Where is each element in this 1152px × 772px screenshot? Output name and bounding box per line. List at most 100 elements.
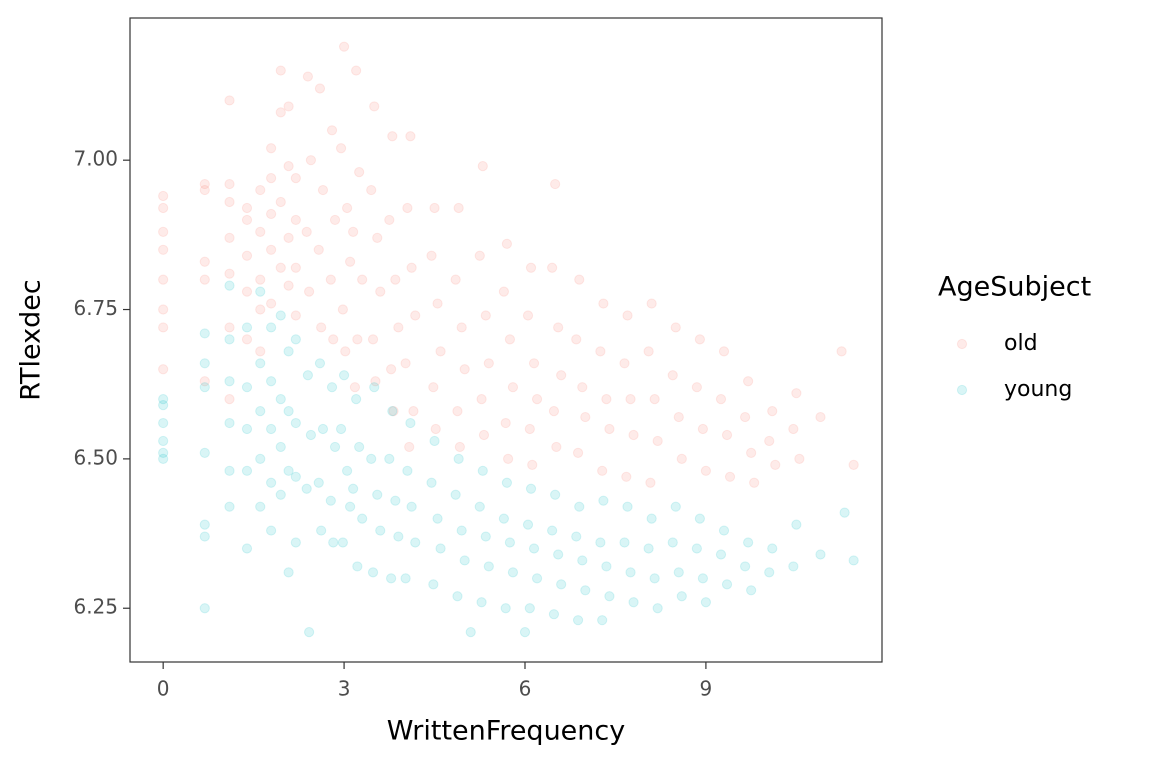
point [652,603,663,614]
point [480,531,491,542]
point [700,465,712,476]
point [504,537,516,548]
point [507,567,519,578]
point [241,322,253,333]
legend-key [956,338,968,350]
point [387,131,398,142]
point [435,543,446,554]
point [241,250,253,261]
point [283,161,294,172]
point [646,513,657,524]
point [597,615,608,626]
point [158,202,169,214]
point [625,394,636,405]
point [199,184,210,196]
point [241,543,253,554]
point [770,459,781,470]
point [199,531,210,542]
point [676,591,687,602]
point [400,573,411,584]
point [199,256,210,267]
point [522,310,534,321]
point [224,465,235,476]
point [426,477,437,488]
point [435,346,446,357]
point [158,364,169,375]
point [628,429,639,441]
point [815,549,826,560]
point [304,627,315,638]
point [501,477,513,488]
point [694,334,705,345]
point [290,471,301,482]
point [283,346,294,357]
point [255,346,266,357]
point [694,513,705,524]
point [255,274,266,285]
point [670,322,681,333]
point [386,573,397,584]
point [367,334,379,345]
point [430,423,441,435]
point [328,334,339,345]
point [255,226,266,237]
point [158,244,169,255]
series-points [158,280,859,638]
point [255,304,266,315]
point [426,250,437,261]
point [241,465,253,476]
y-axis-title: RTlexdec [16,279,47,401]
point [598,298,609,309]
point [224,394,235,405]
point [345,501,356,512]
point [341,465,353,476]
point [290,417,301,429]
point [224,196,235,208]
point [452,405,463,417]
point [283,101,294,112]
point [480,310,491,321]
point [432,298,443,309]
point [305,155,317,166]
point [649,394,660,405]
point [290,334,301,345]
point [224,268,235,279]
point [597,465,608,476]
point [498,513,509,524]
legend-title: AgeSubject [938,272,1091,303]
point [556,579,567,590]
point [199,447,210,459]
point [645,477,656,488]
point [158,304,169,315]
point [158,400,169,411]
series-points [158,41,859,488]
point [255,453,266,464]
point [313,244,324,255]
point [266,244,277,255]
x-tick-label: 3 [338,677,351,701]
point [290,262,301,273]
point [275,394,286,405]
point [340,346,351,357]
point [452,591,463,602]
point [740,411,751,423]
point [345,256,356,267]
point [241,382,253,393]
point [275,65,286,76]
point [625,567,636,578]
point [314,358,326,369]
point [375,286,386,297]
point [527,459,538,470]
point [266,173,277,184]
point [302,370,313,381]
legend-label: old [1004,331,1038,356]
panel-border [129,17,883,663]
x-tick-label: 6 [519,677,532,701]
point [337,537,348,548]
point [384,453,395,464]
point [465,627,476,638]
point [454,441,465,453]
point [384,214,395,226]
point [370,376,381,387]
point [815,411,826,423]
